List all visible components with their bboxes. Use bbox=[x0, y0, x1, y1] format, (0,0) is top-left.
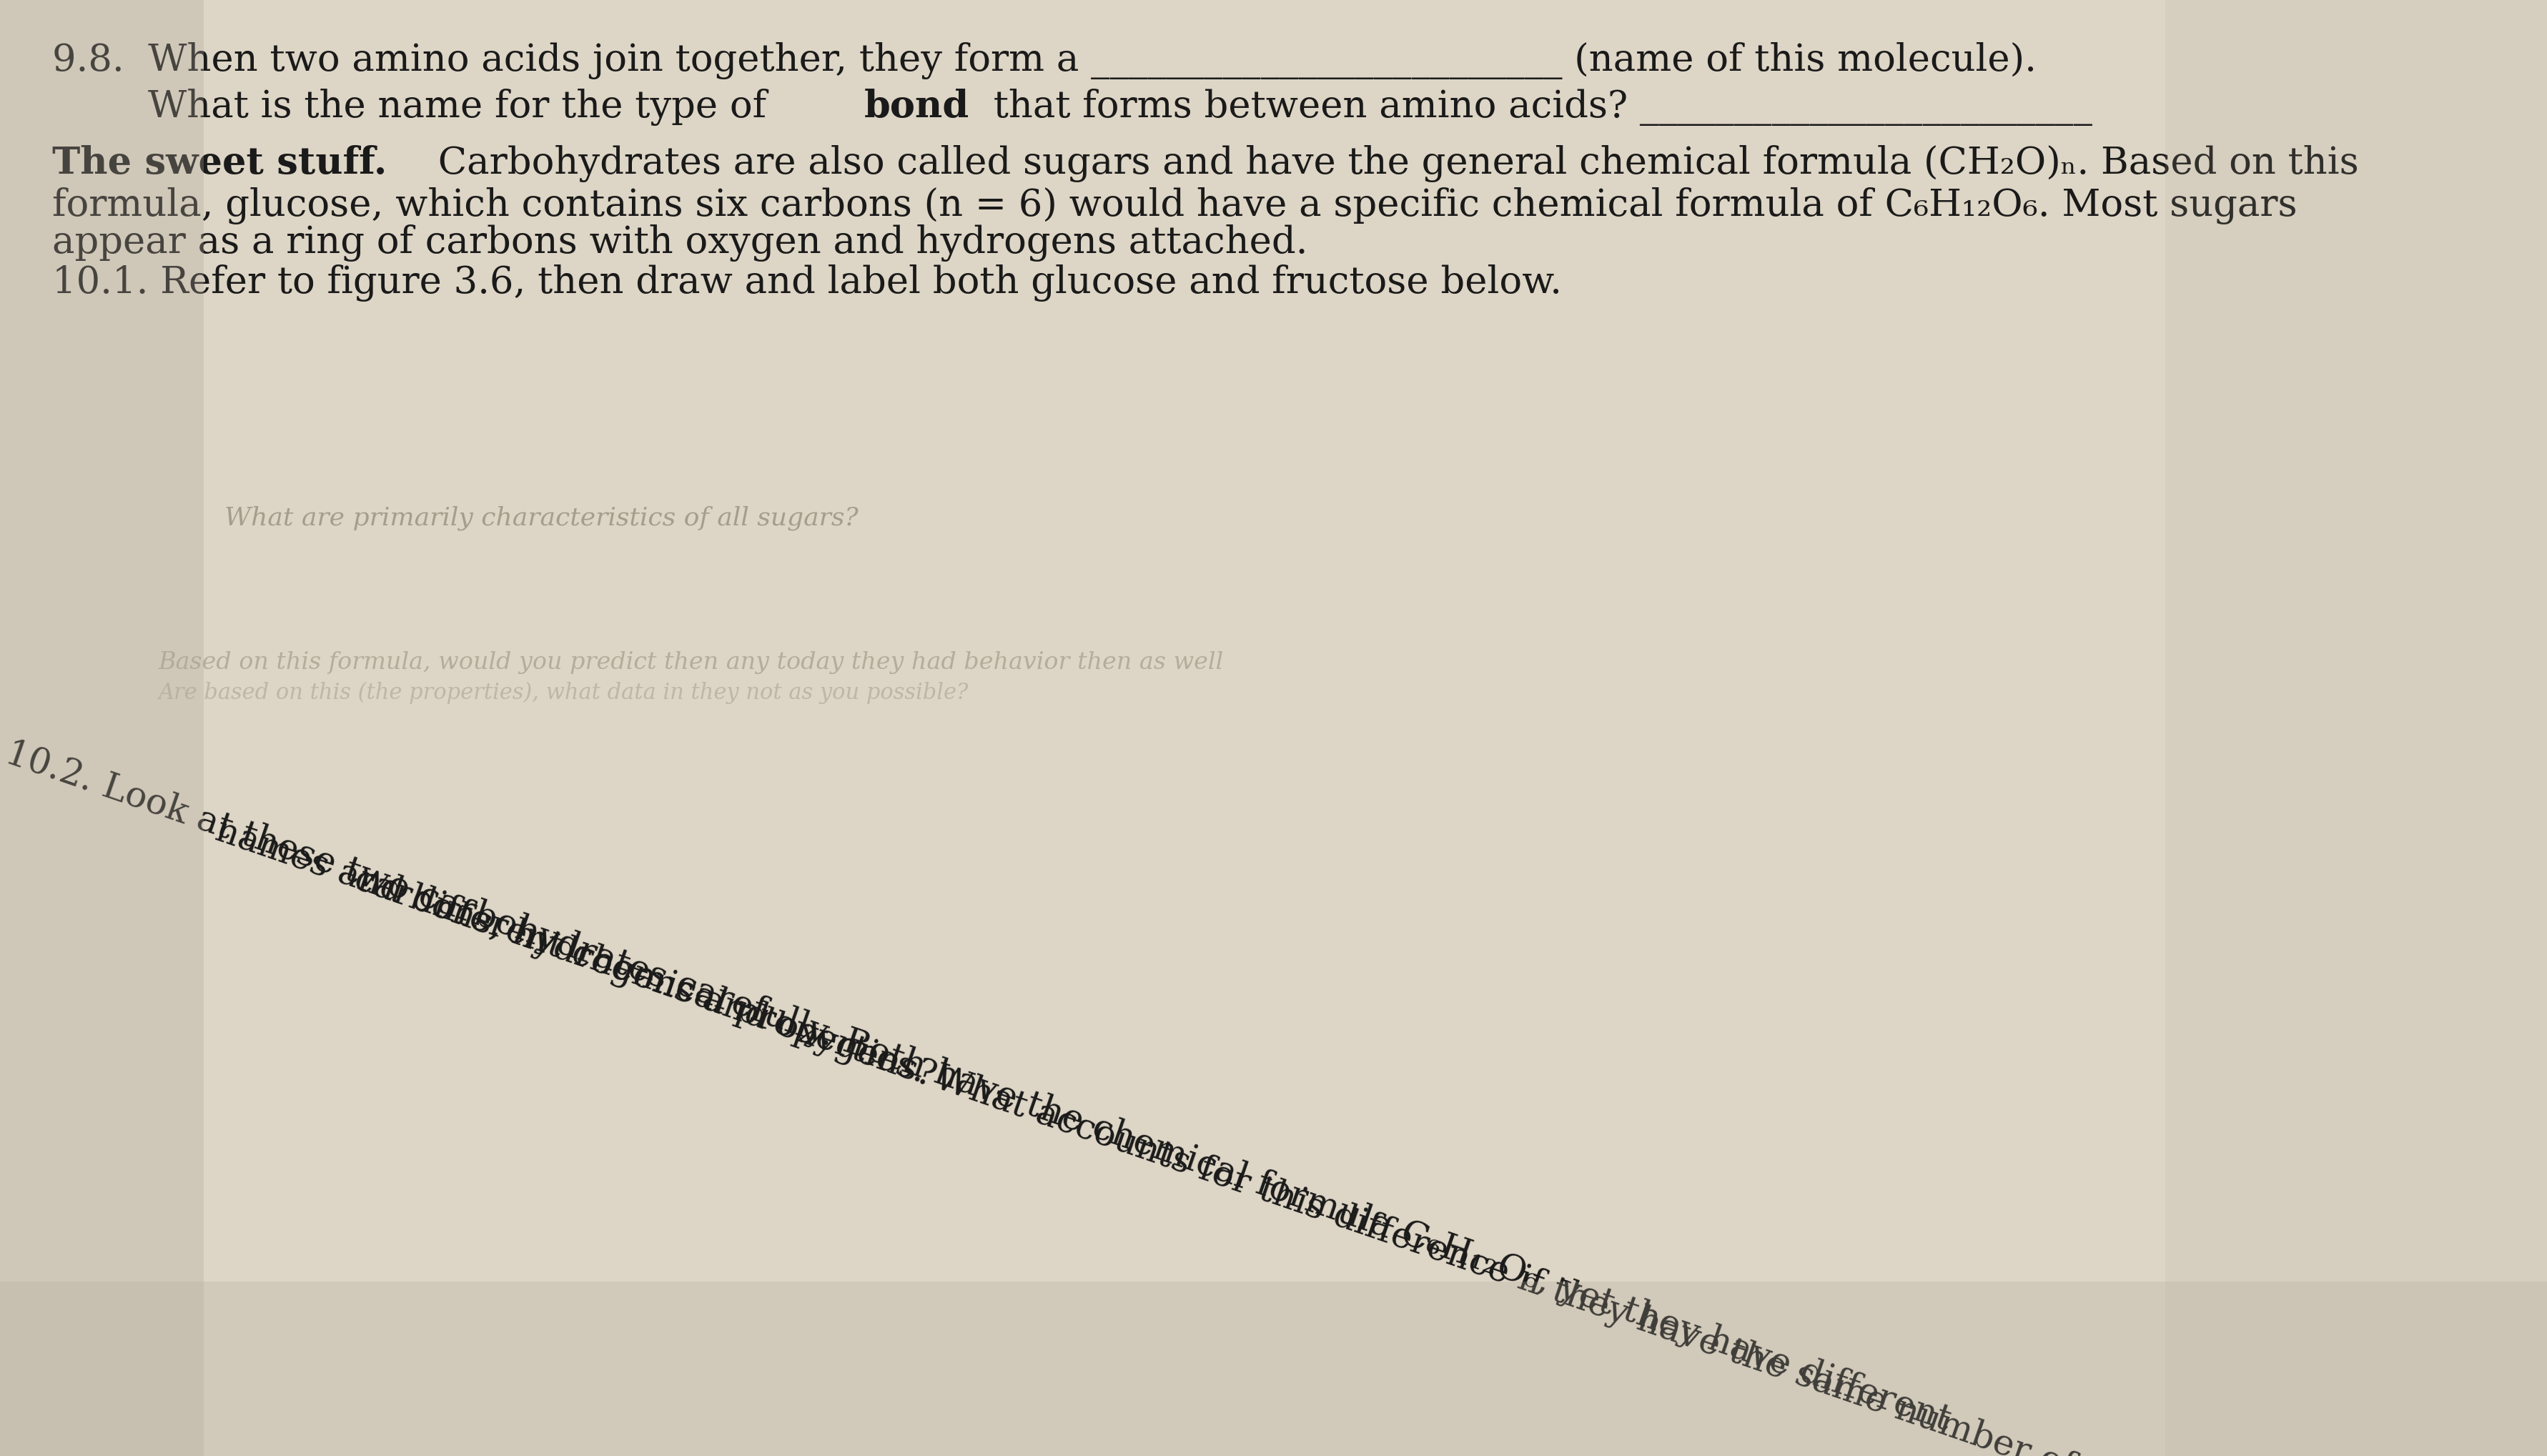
Text: The sweet stuff.: The sweet stuff. bbox=[53, 146, 387, 182]
Text: Are based on this (the properties), what data in they not as you possible?: Are based on this (the properties), what… bbox=[158, 681, 968, 705]
Text: carbons, hydrogens and oxygens?: carbons, hydrogens and oxygens? bbox=[275, 836, 940, 1095]
Text: formula, glucose, which contains six carbons (n = 6) would have a specific chemi: formula, glucose, which contains six car… bbox=[53, 188, 2297, 224]
Text: What are primarily characteristics of all sugars?: What are primarily characteristics of al… bbox=[224, 505, 858, 530]
Text: 10.2. Look at these two carbohydrates carefully. Both have the chemical formula : 10.2. Look at these two carbohydrates ca… bbox=[0, 735, 1956, 1439]
Text: appear as a ring of carbons with oxygen and hydrogens attached.: appear as a ring of carbons with oxygen … bbox=[53, 224, 1309, 262]
Text: 9.8.  When two amino acids join together, they form a _________________________ : 9.8. When two amino acids join together,… bbox=[53, 42, 2038, 79]
Text: bond: bond bbox=[863, 89, 970, 125]
Text: that forms between amino acids? ________________________: that forms between amino acids? ________… bbox=[981, 89, 2094, 127]
Text: Carbohydrates are also called sugars and have the general chemical formula (CH₂O: Carbohydrates are also called sugars and… bbox=[425, 146, 2359, 182]
Text: names and different chemical properties. What accounts for this difference if th: names and different chemical properties.… bbox=[135, 786, 2078, 1456]
Text: What is the name for the type of: What is the name for the type of bbox=[53, 89, 779, 127]
Text: 10.1. Refer to figure 3.6, then draw and label both glucose and fructose below.: 10.1. Refer to figure 3.6, then draw and… bbox=[53, 264, 1561, 301]
Text: Based on this formula, would you predict then any today they had behavior then a: Based on this formula, would you predict… bbox=[158, 651, 1223, 674]
